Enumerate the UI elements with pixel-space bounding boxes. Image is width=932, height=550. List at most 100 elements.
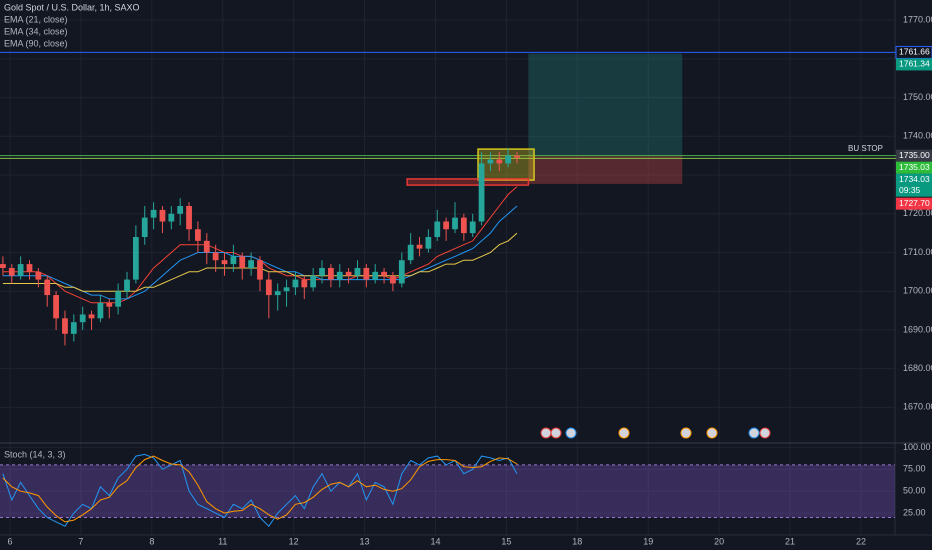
stoch-band: [0, 464, 895, 518]
candle-body: [257, 260, 263, 280]
candle-body: [248, 260, 254, 268]
candle-body: [336, 271, 343, 280]
candle-body: [62, 318, 68, 334]
candle-body: [168, 213, 175, 222]
y-tick-label: 100.00: [903, 442, 931, 452]
x-tick-label: 18: [572, 536, 582, 546]
candle-body: [292, 279, 299, 288]
candle-body: [372, 271, 379, 280]
y-tick-label: 1670.00: [903, 402, 932, 412]
y-tick-label: 25.00: [903, 507, 926, 517]
candle-body: [230, 256, 237, 265]
price-tag: [896, 173, 932, 186]
x-tick-label: 15: [501, 536, 511, 546]
annotation: BU STOP: [848, 144, 883, 153]
candle-body: [328, 267, 334, 280]
candle-body: [159, 209, 166, 222]
candle-body: [460, 217, 467, 234]
candle-body: [310, 275, 317, 288]
candle-body: [88, 314, 95, 319]
candle-body: [239, 256, 246, 268]
candle-body: [177, 206, 184, 214]
drawing-box: [406, 178, 530, 186]
x-tick-label: 11: [218, 536, 227, 546]
x-tick-label: 19: [643, 536, 653, 546]
candle-body: [319, 267, 325, 276]
candle-body: [301, 279, 308, 288]
candle-body: [283, 287, 290, 292]
candle-body: [26, 264, 33, 272]
price-tag-label: 1735.03: [899, 162, 930, 172]
event-icon[interactable]: [565, 427, 577, 439]
legend-entry: EMA (90, close): [4, 38, 68, 48]
y-tick-label: 50.00: [903, 486, 926, 496]
x-tick-label: 13: [360, 536, 370, 546]
y-tick-label: 1680.00: [903, 363, 932, 373]
y-tick-label: 1720.00: [903, 208, 932, 218]
candle-body: [17, 264, 24, 276]
candle-body: [106, 302, 113, 307]
candle-body: [195, 229, 201, 241]
price-tag: [896, 149, 932, 162]
event-icon[interactable]: [680, 427, 692, 439]
x-tick-label: 22: [856, 536, 866, 546]
candle-body: [97, 302, 104, 319]
candle-body: [44, 279, 51, 296]
candle-body: [150, 209, 157, 218]
y-tick-label: 1770.00: [903, 15, 932, 25]
candle-body: [0, 264, 6, 268]
candle-body: [434, 221, 441, 237]
candle-body: [416, 244, 423, 249]
x-tick-label: 7: [78, 536, 83, 546]
drawing-box: [477, 148, 535, 181]
y-tick-label: 75.00: [903, 464, 926, 474]
candle-body: [265, 279, 272, 296]
price-tag: [896, 58, 932, 71]
candle-body: [407, 244, 414, 261]
stop-zone: [528, 155, 683, 184]
indicator-title: Stoch (14, 3, 3): [4, 449, 66, 459]
candle-body: [452, 217, 458, 230]
legend-entry: EMA (34, close): [4, 26, 68, 36]
candle-body: [186, 206, 192, 230]
x-tick-label: 6: [7, 536, 12, 546]
y-tick-label: 1690.00: [903, 324, 932, 334]
event-icon[interactable]: [540, 427, 552, 439]
candle-body: [221, 260, 228, 265]
candle-body: [274, 291, 281, 296]
candle-body: [496, 159, 503, 164]
event-icon[interactable]: [748, 427, 760, 439]
candle-body: [35, 271, 42, 280]
stoch-line: [2, 455, 518, 523]
x-tick-label: 21: [785, 536, 795, 546]
candle-body: [398, 260, 405, 284]
price-tag-label: 1761.66: [899, 47, 930, 57]
candle-body: [53, 295, 59, 319]
candle-body: [212, 252, 219, 261]
event-icon[interactable]: [759, 427, 771, 439]
candle-body: [345, 271, 352, 276]
price-tag-label: 1761.34: [899, 59, 930, 69]
event-icon[interactable]: [618, 427, 630, 439]
candle-body: [487, 159, 494, 164]
candle-body: [124, 279, 130, 292]
candle-body: [443, 221, 449, 230]
price-tag-label: 1734.03: [899, 174, 930, 184]
candle-body: [79, 314, 86, 323]
x-tick-label: 8: [149, 536, 154, 546]
candle-body: [141, 217, 148, 237]
price-tag-label: 1735.00: [899, 150, 930, 160]
candle-body: [505, 155, 512, 164]
y-tick-label: 1710.00: [903, 247, 932, 257]
event-icon[interactable]: [550, 427, 562, 439]
chart-title: Gold Spot / U.S. Dollar, 1h, SAXO: [4, 2, 140, 12]
candle-body: [8, 267, 15, 276]
event-icon[interactable]: [706, 427, 718, 439]
candle-body: [514, 155, 520, 158]
y-tick-label: 1740.00: [903, 131, 932, 141]
stoch-line: [2, 453, 518, 527]
candle-body: [203, 240, 210, 253]
price-tag-label: 1727.70: [899, 198, 930, 208]
